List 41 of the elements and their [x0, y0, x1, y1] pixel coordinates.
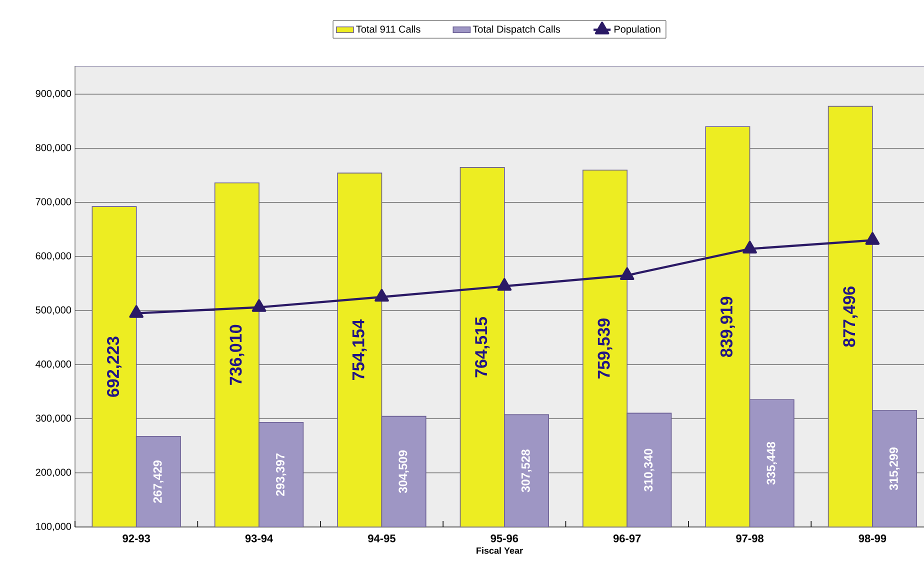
data-label: 307,528: [521, 450, 532, 492]
y-tick-label: 700,000: [36, 198, 72, 206]
data-label: 304,509: [398, 450, 409, 494]
data-label: 692,223: [107, 336, 122, 397]
x-tick-label: 93-94: [245, 534, 274, 542]
y-tick-label: 600,000: [36, 252, 72, 261]
point: [742, 240, 757, 254]
data-label: 736,010: [230, 324, 244, 385]
y-tick-label: 100,000: [36, 522, 72, 532]
y-tick-label: 200,000: [36, 468, 72, 478]
point: [129, 305, 144, 318]
data-label: 267,429: [153, 460, 164, 503]
x-tick-label: 95-96: [490, 534, 518, 542]
legend-label: Total Dispatch Calls: [472, 25, 560, 35]
x-tick-label: 94-95: [368, 534, 396, 542]
data-label: 315,299: [889, 448, 900, 490]
y-tick-label: 300,000: [36, 414, 72, 423]
data-label: 877,496: [843, 286, 858, 347]
data-label: 310,340: [644, 448, 654, 492]
data-label: 754,154: [352, 319, 367, 380]
data-label: 839,919: [720, 296, 735, 357]
point: [252, 299, 266, 312]
point: [497, 278, 512, 291]
legend-label: Population: [614, 25, 660, 35]
x-tick-label: 98-99: [858, 534, 886, 542]
data-label: 764,515: [475, 316, 490, 378]
y-tick-label: 500,000: [36, 306, 72, 315]
y-tick-label: 400,000: [36, 360, 72, 369]
x-tick-label: 96-97: [613, 534, 641, 542]
data-label: 759,539: [598, 318, 612, 379]
x-tick-label: 92-93: [122, 534, 150, 542]
data-label: 335,448: [766, 442, 777, 485]
x-axis-title: Fiscal Year: [476, 547, 523, 554]
y-tick-label: 900,000: [36, 90, 72, 98]
point: [374, 288, 389, 302]
point: [865, 232, 880, 245]
legend-label: Total 911 Calls: [356, 25, 420, 33]
y-tick-label: 800,000: [36, 144, 72, 152]
x-tick-label: 97-98: [736, 534, 764, 542]
point: [620, 267, 634, 280]
data-label: 293,397: [276, 454, 286, 496]
